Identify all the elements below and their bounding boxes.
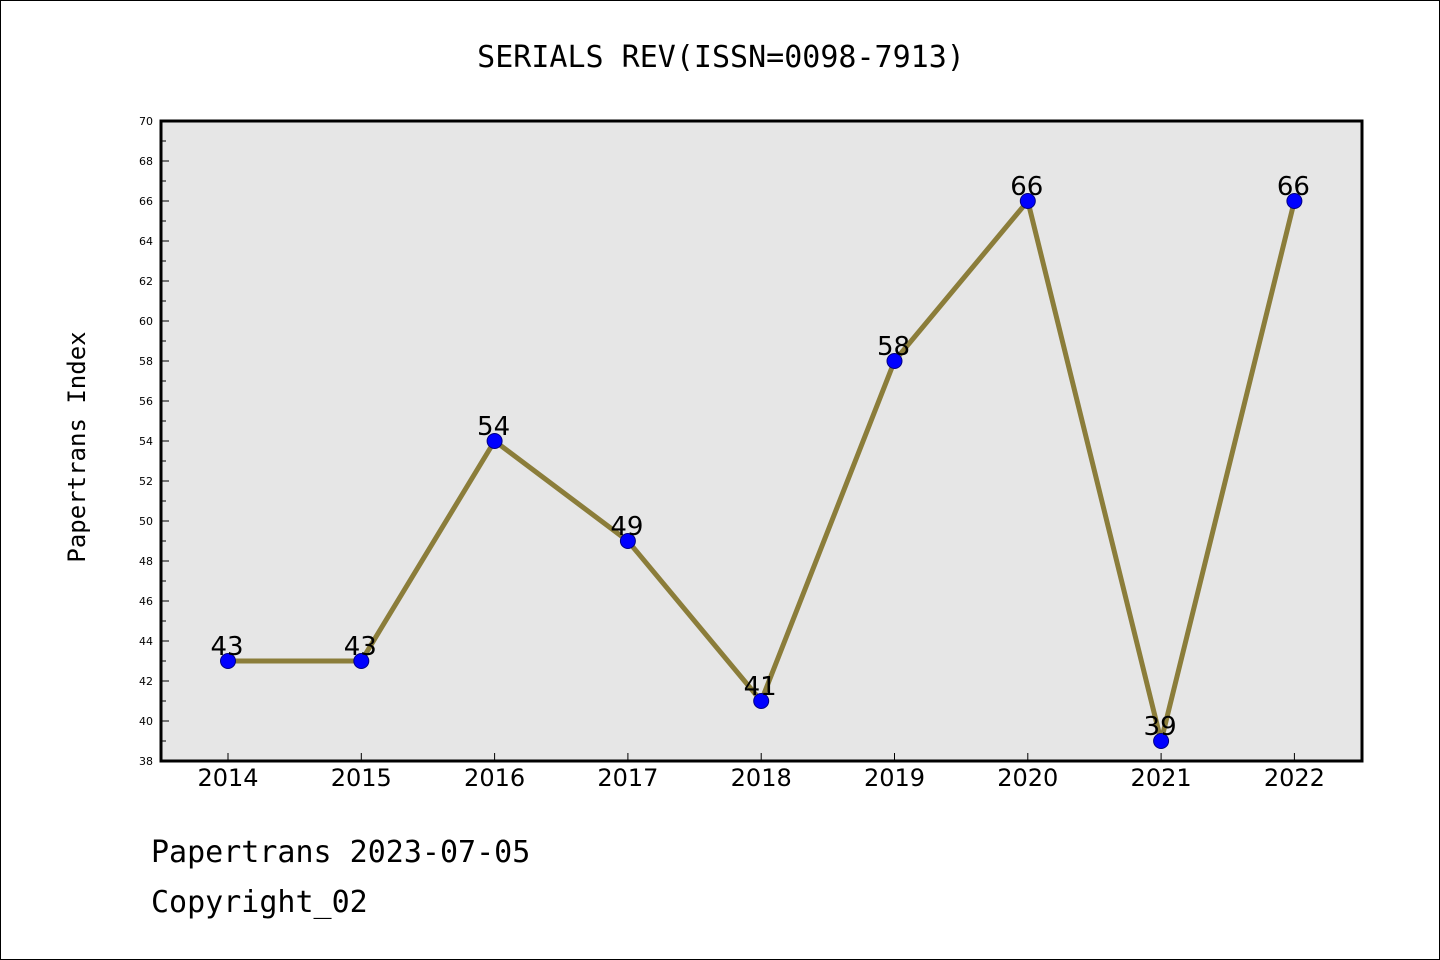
data-label: 54 <box>477 412 510 442</box>
y-tick-label: 66 <box>139 195 153 208</box>
data-label: 43 <box>210 632 243 662</box>
data-label: 41 <box>744 672 777 702</box>
data-point <box>753 693 770 709</box>
data-point <box>1019 193 1036 209</box>
x-tick-label: 2021 <box>1131 764 1192 792</box>
y-tick-label: 68 <box>139 155 153 168</box>
series-layer: 43 43 54 49 41 58 66 39 66 <box>210 172 1310 749</box>
x-axis: 2014 2015 2016 2017 2018 2019 2020 2021 2022 <box>197 753 1325 792</box>
chart-title: SERIALS REV(ISSN=0098-7913) <box>477 40 965 75</box>
x-tick-label: 2019 <box>864 764 925 792</box>
footer-copyright: Copyright_02 <box>151 885 368 920</box>
data-point <box>886 353 903 369</box>
y-tick-label: 52 <box>139 475 153 488</box>
data-point <box>619 533 636 549</box>
y-tick-label: 40 <box>139 715 153 728</box>
data-label: 39 <box>1144 712 1177 742</box>
x-tick-label: 2017 <box>597 764 658 792</box>
y-tick-label: 56 <box>139 395 153 408</box>
data-label: 58 <box>877 332 910 362</box>
data-label: 66 <box>1277 172 1310 202</box>
data-label: 66 <box>1010 172 1043 202</box>
y-tick-label: 64 <box>139 235 153 248</box>
y-tick-label: 44 <box>139 635 153 648</box>
y-tick-label: 42 <box>139 675 153 688</box>
y-tick-label: 38 <box>139 755 153 768</box>
y-tick-label: 70 <box>139 115 153 128</box>
x-tick-label: 2015 <box>331 764 392 792</box>
data-point <box>1153 733 1170 749</box>
x-tick-label: 2014 <box>197 764 258 792</box>
data-label: 43 <box>344 632 377 662</box>
data-point <box>1286 193 1303 209</box>
y-tick-label: 60 <box>139 315 153 328</box>
y-tick-label: 50 <box>139 515 153 528</box>
y-tick-label: 46 <box>139 595 153 608</box>
data-point <box>486 433 503 449</box>
y-tick-label: 62 <box>139 275 153 288</box>
y-tick-label: 58 <box>139 355 153 368</box>
data-label: 49 <box>610 512 643 542</box>
footer-brand-date: Papertrans 2023-07-05 <box>151 835 531 870</box>
y-tick-label: 48 <box>139 555 153 568</box>
data-point <box>220 653 236 669</box>
x-tick-label: 2022 <box>1264 764 1325 792</box>
x-tick-label: 2018 <box>731 764 792 792</box>
plot-border <box>159 119 1364 763</box>
y-tick-label: 54 <box>139 435 153 448</box>
x-tick-label: 2016 <box>464 764 525 792</box>
y-axis: 38 40 42 44 46 48 50 52 54 56 58 60 62 64 66 68 70 <box>139 115 169 768</box>
x-tick-label: 2020 <box>997 764 1058 792</box>
data-point <box>353 653 370 669</box>
y-axis-label: Papertrans Index <box>63 331 91 562</box>
